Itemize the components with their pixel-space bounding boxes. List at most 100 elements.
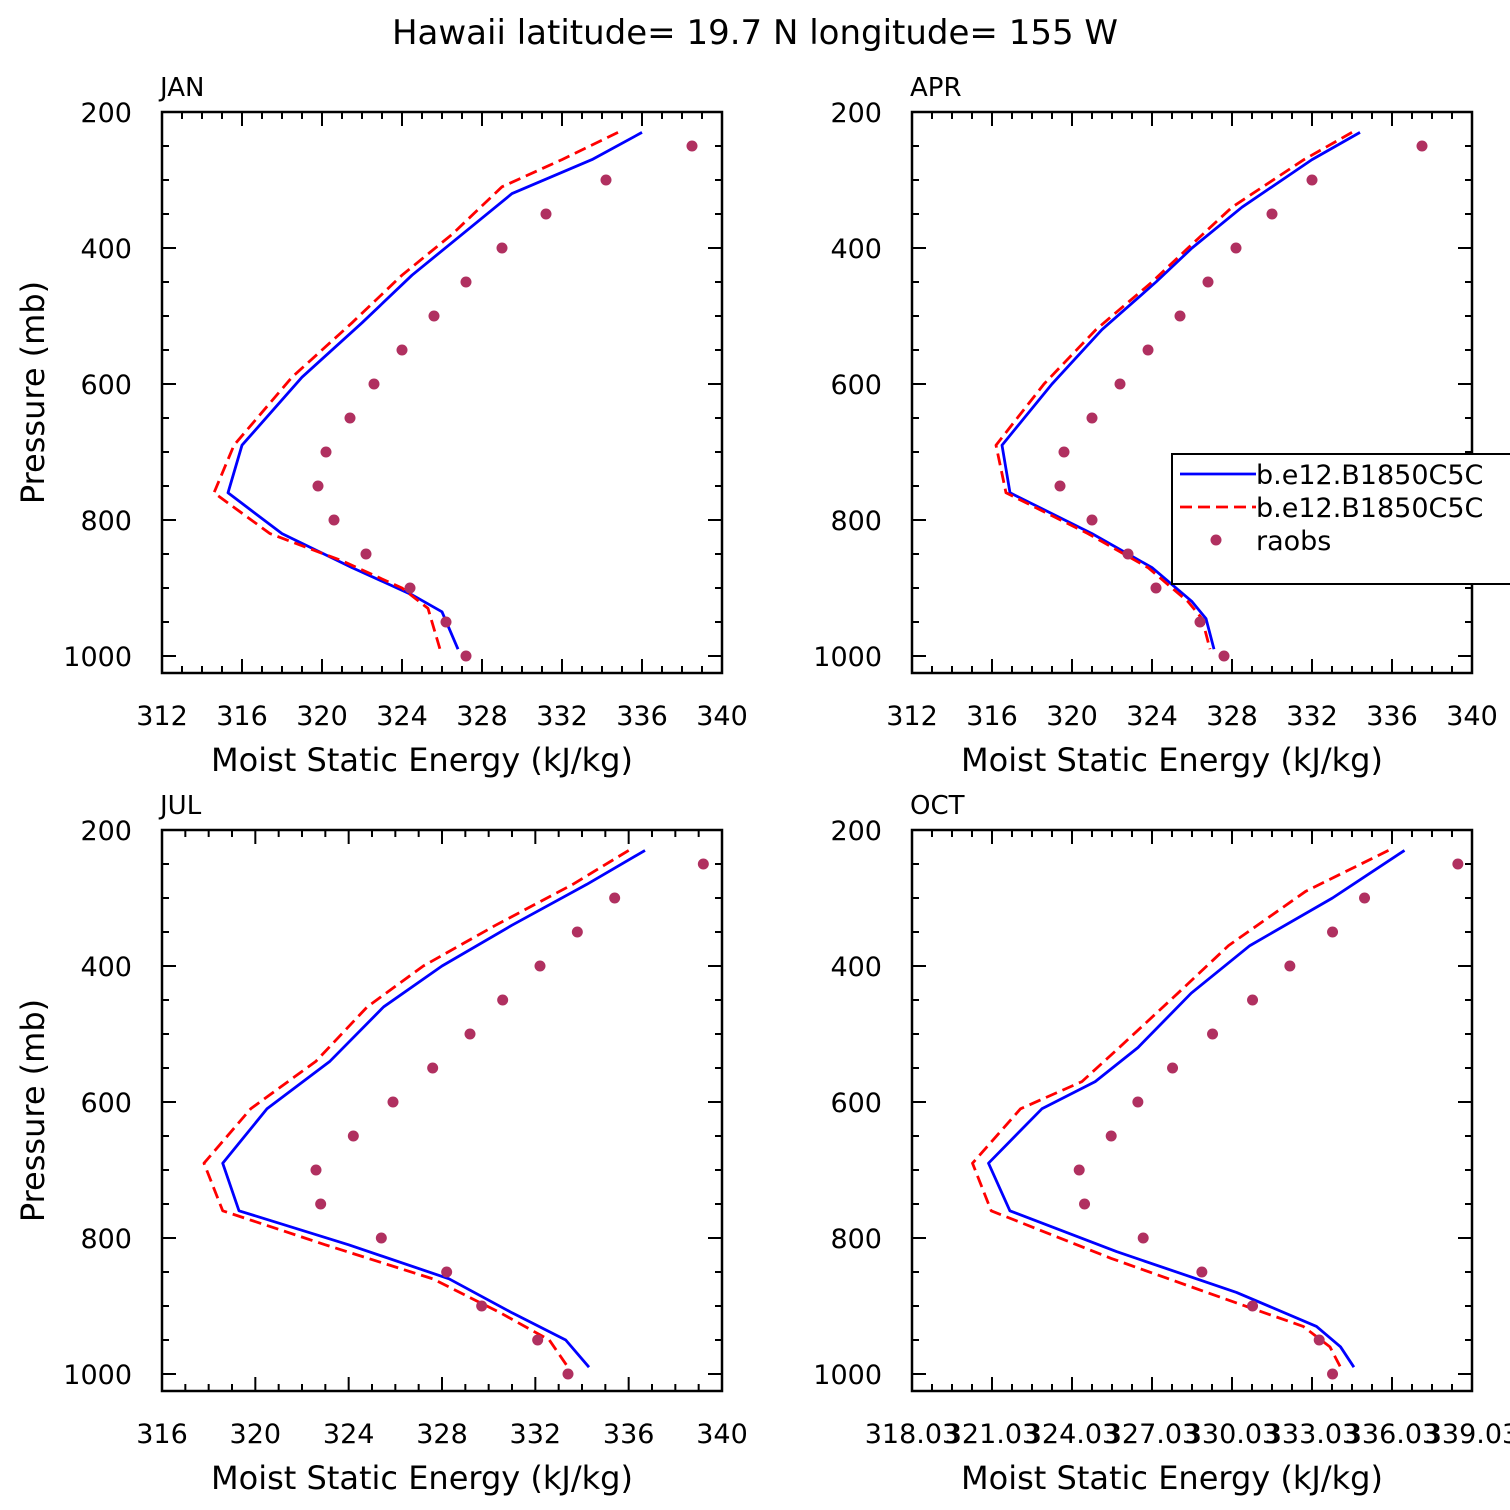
x-tick-label: 324.03 [1025,1419,1119,1450]
raobs-point [360,548,372,560]
raobs-point [496,242,508,254]
y-tick-label: 1000 [63,642,132,673]
raobs-point [1327,1368,1339,1380]
plot-frame [910,110,1474,675]
panel-label: APR [910,73,962,103]
y-axis-label: Pressure (mb) [14,999,52,1222]
raobs-point [460,650,472,662]
raobs-point [344,412,356,424]
raobs-point [347,1130,359,1142]
x-tick-label: 324 [1126,701,1178,732]
x-tick-label: 336.03 [1345,1419,1439,1450]
series-line-dashed [212,131,619,650]
legend-label: b.e12.B1850C5C [1256,460,1483,491]
x-axis-label: Moist Static Energy (kJ/kg) [211,741,633,779]
raobs-point [368,378,380,390]
raobs-point [534,960,546,972]
raobs-point [1327,926,1339,938]
raobs-point [1174,310,1186,322]
raobs-point [1079,1198,1091,1210]
raobs-point [1086,514,1098,526]
x-tick-label: 333.03 [1265,1419,1359,1450]
raobs-point [1359,892,1371,904]
y-tick-label: 400 [830,234,882,265]
raobs-point [1266,208,1278,220]
panel-oct: 318.03321.03324.03327.03330.03333.03336.… [813,791,1510,1497]
series-line-dashed [202,849,630,1368]
y-tick-label: 600 [80,1088,132,1119]
x-axis-label: Moist Static Energy (kJ/kg) [211,1459,633,1497]
raobs-point [562,1368,574,1380]
raobs-point [1105,1130,1117,1142]
x-tick-label: 316 [216,701,268,732]
raobs-point [396,344,408,356]
raobs-point [1114,378,1126,390]
x-axis-label: Moist Static Energy (kJ/kg) [961,1459,1383,1497]
figure-title: Hawaii latitude= 19.7 N longitude= 155 W [392,13,1118,53]
raobs-point [1132,1096,1144,1108]
y-tick-label: 200 [830,816,882,847]
x-tick-label: 330.03 [1185,1419,1279,1450]
series-line-solid [221,849,646,1369]
raobs-point [1416,140,1428,152]
y-tick-label: 200 [80,98,132,129]
plot-frame [910,828,1474,1393]
raobs-point [427,1062,439,1074]
x-tick-label: 312 [886,701,938,732]
raobs-point [1167,1062,1179,1074]
legend-box [1171,453,1510,585]
raobs-point [1196,1266,1208,1278]
x-tick-label: 321.03 [945,1419,1039,1450]
y-tick-label: 200 [830,98,882,129]
series-line-solid [226,131,643,650]
series-line-dashed [994,131,1353,650]
x-tick-label: 316 [966,701,1018,732]
panel-jul: 316 320 324 328 332 336 340 200 400 600 800 1000 JUL… [14,791,748,1497]
x-tick-label: 340 [696,701,748,732]
x-tick-label: 324 [376,701,428,732]
raobs-point [1247,1300,1259,1312]
panel-jan: 312 316 320 324 328 332 336 340 200 400 600 800 1000… [14,73,748,779]
raobs-point [532,1334,544,1346]
x-tick-label: 320 [296,701,348,732]
raobs-point [440,616,452,628]
series-line-dashed [971,849,1390,1368]
y-tick-label: 600 [80,370,132,401]
y-tick-label: 1000 [813,642,882,673]
raobs-point [387,1096,399,1108]
x-tick-label: 340 [696,1419,748,1450]
x-tick-label: 340 [1446,701,1498,732]
raobs-point [312,480,324,492]
raobs-point [1313,1334,1325,1346]
series-line-solid [987,849,1406,1368]
raobs-point [320,446,332,458]
x-tick-label: 332 [1286,701,1338,732]
raobs-point [1086,412,1098,424]
raobs-point [497,994,509,1006]
panel-label: OCT [910,791,965,821]
raobs-point [404,582,416,594]
x-tick-label: 328 [456,701,508,732]
x-tick-label: 320 [230,1419,282,1450]
x-tick-label: 318.03 [865,1419,959,1450]
raobs-point [1284,960,1296,972]
raobs-point [1230,242,1242,254]
raobs-point [1142,344,1154,356]
series-line-solid [1000,131,1361,650]
raobs-point [1150,582,1162,594]
y-tick-label: 200 [80,816,132,847]
x-tick-label: 336 [1366,701,1418,732]
raobs-point [1452,858,1464,870]
raobs-point [1058,446,1070,458]
panel-label: JAN [158,73,204,103]
x-tick-label: 328 [1206,701,1258,732]
raobs-point [1207,1028,1219,1040]
raobs-point [1137,1232,1149,1244]
x-tick-label: 332 [510,1419,562,1450]
panels: 312 316 320 324 328 332 336 340 200 400 600 800 1000… [14,73,1510,1497]
raobs-point [375,1232,387,1244]
raobs-point [571,926,583,938]
raobs-point [1194,616,1206,628]
raobs-point [1218,650,1230,662]
